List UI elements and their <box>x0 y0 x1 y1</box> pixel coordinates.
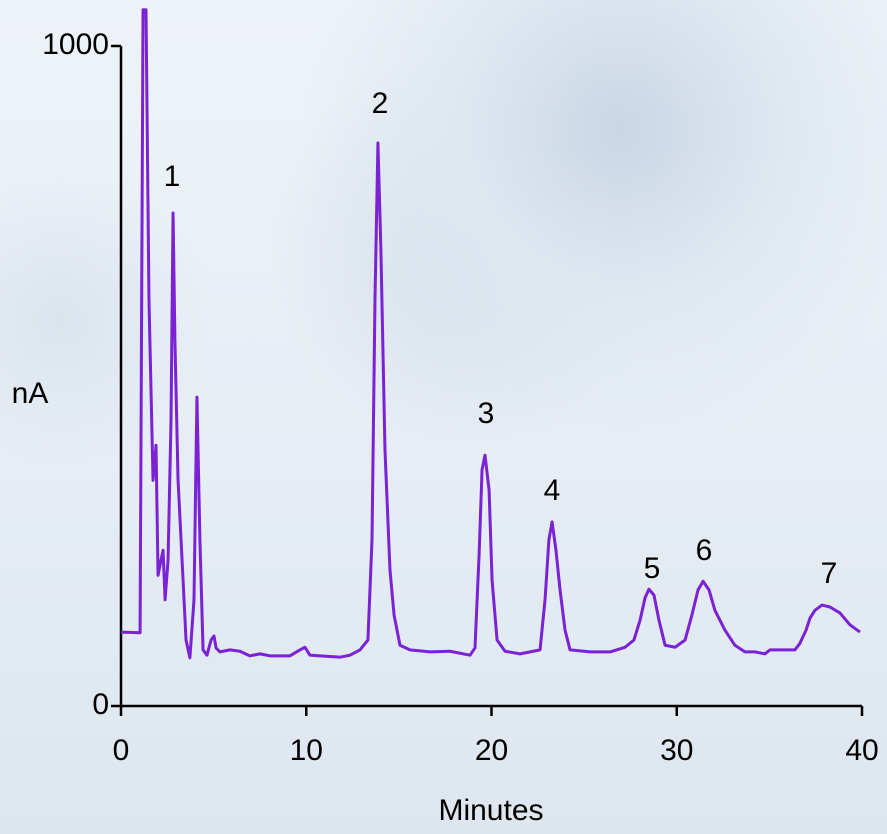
peak-label: 1 <box>164 160 181 193</box>
x-tick-label: 20 <box>475 734 508 767</box>
y-axis-label: nA <box>12 377 49 410</box>
x-axis-label: Minutes <box>438 794 543 827</box>
peak-label: 5 <box>644 552 661 585</box>
trace <box>120 8 861 660</box>
y-tick-label: 0 <box>92 688 109 721</box>
peak-label: 6 <box>696 534 713 567</box>
peak-label: 7 <box>821 557 838 590</box>
x-tick-label: 0 <box>113 734 130 767</box>
y-tick-label: 1000 <box>42 28 109 61</box>
x-tick-label: 40 <box>845 734 878 767</box>
peak-label: 4 <box>544 474 561 507</box>
peak-label: 3 <box>478 397 495 430</box>
peak-label: 2 <box>372 87 389 120</box>
x-tick-label: 30 <box>660 734 693 767</box>
x-tick-label: 10 <box>290 734 323 767</box>
